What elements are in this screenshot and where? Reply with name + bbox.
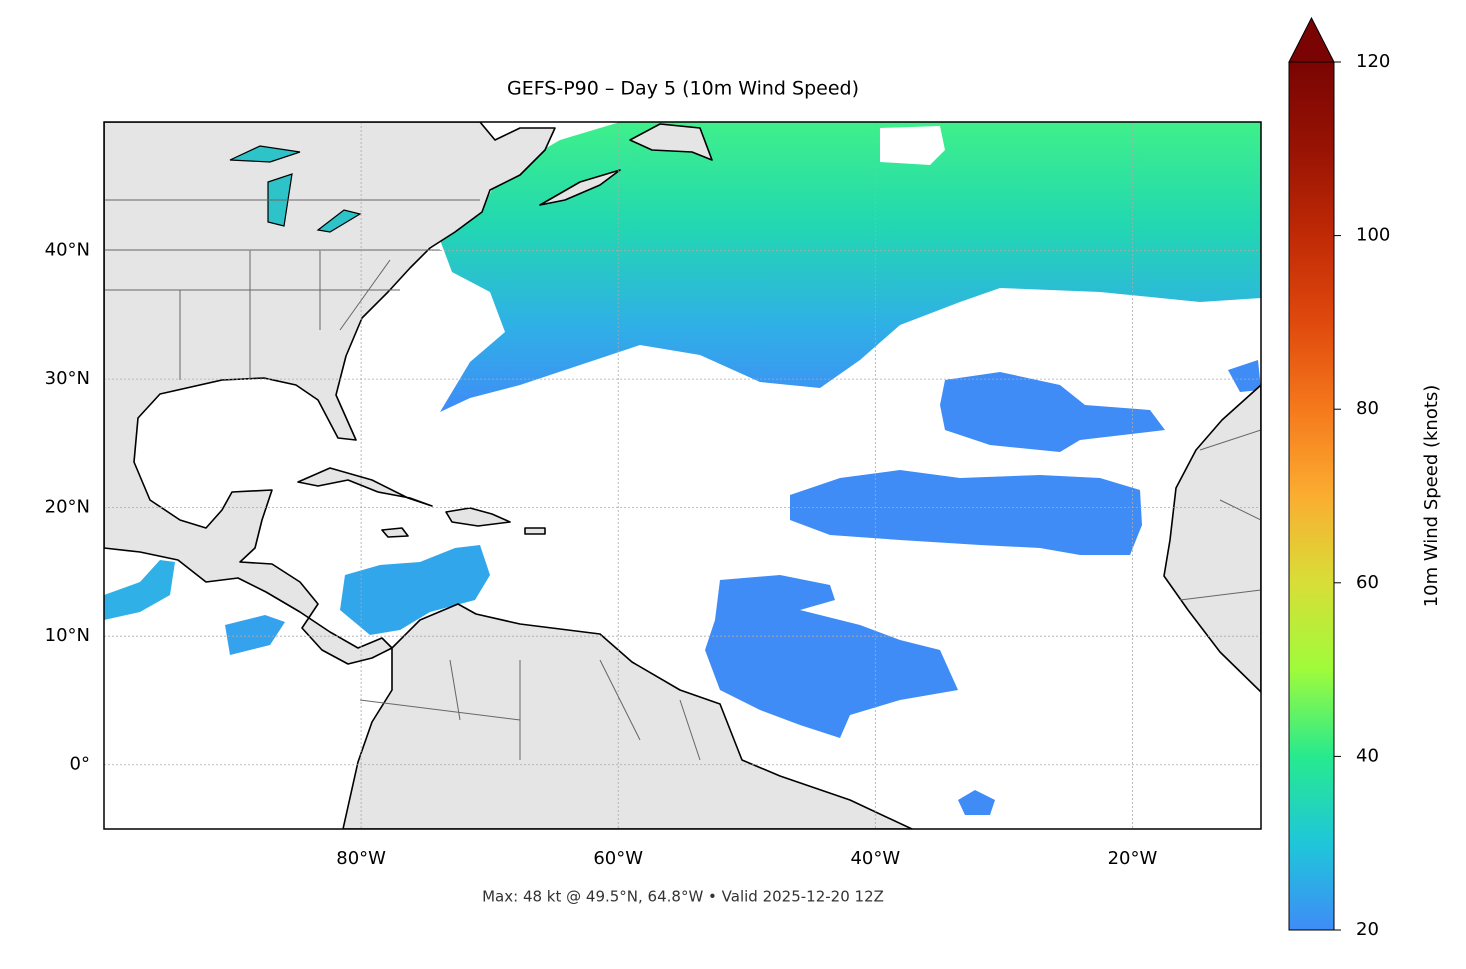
land-north-america <box>104 122 556 665</box>
colorbar: 10m Wind Speed (knots) 20 40 60 80 100 120 <box>1288 16 1442 940</box>
y-tick-label: 10°N <box>45 625 90 646</box>
y-tick-label: 0° <box>70 754 90 775</box>
wind-region <box>790 470 1142 555</box>
land-cuba <box>297 467 433 507</box>
great-lakes <box>229 145 362 233</box>
colorbar-gradient <box>1288 61 1335 931</box>
land-nova-scotia <box>539 169 621 206</box>
wind-region <box>958 790 995 815</box>
x-tick-label: 40°W <box>850 848 900 869</box>
map-layer <box>104 122 1261 829</box>
wind-region <box>440 122 1261 412</box>
wind-region <box>340 545 490 635</box>
colorbar-tick-label: 20 <box>1356 919 1379 940</box>
wind-gap <box>880 126 945 165</box>
axes-frame <box>103 121 1262 830</box>
y-tick-label: 20°N <box>45 497 90 518</box>
wind-region <box>940 372 1165 452</box>
footnote: Max: 48 kt @ 49.5°N, 64.8°W • Valid 2025… <box>482 888 884 906</box>
wind-region <box>705 575 958 738</box>
wind-region <box>225 615 285 655</box>
colorbar-tick-label: 60 <box>1356 572 1379 593</box>
colorbar-tick-label: 80 <box>1356 398 1379 419</box>
colorbar-label: 10m Wind Speed (knots) <box>1421 385 1442 608</box>
land-jamaica <box>381 527 409 538</box>
chart-title: GEFS-P90 – Day 5 (10m Wind Speed) <box>507 78 859 100</box>
colorbar-tick-label: 100 <box>1356 225 1390 246</box>
x-tick-label: 80°W <box>336 848 386 869</box>
grid <box>104 122 1261 829</box>
y-tick-label: 40°N <box>45 240 90 261</box>
admin-borders <box>104 199 1261 761</box>
colorbar-extension <box>1288 16 1335 63</box>
land-puerto-rico <box>524 527 546 535</box>
land-africa <box>1163 384 1261 693</box>
y-tick-label: 30°N <box>45 368 90 389</box>
x-tick-label: 20°W <box>1108 848 1158 869</box>
colorbar-tick-label: 40 <box>1356 745 1379 766</box>
colorbar-tick-label: 120 <box>1356 51 1390 72</box>
land-newfoundland <box>629 123 713 161</box>
land-south-america <box>342 603 913 829</box>
wind-region <box>1228 360 1261 392</box>
ticks: 80°W 60°W 40°W 20°W 0° 10°N 20°N 30°N 40°N <box>45 240 1158 869</box>
x-tick-label: 60°W <box>593 848 643 869</box>
wind-region <box>104 560 175 620</box>
